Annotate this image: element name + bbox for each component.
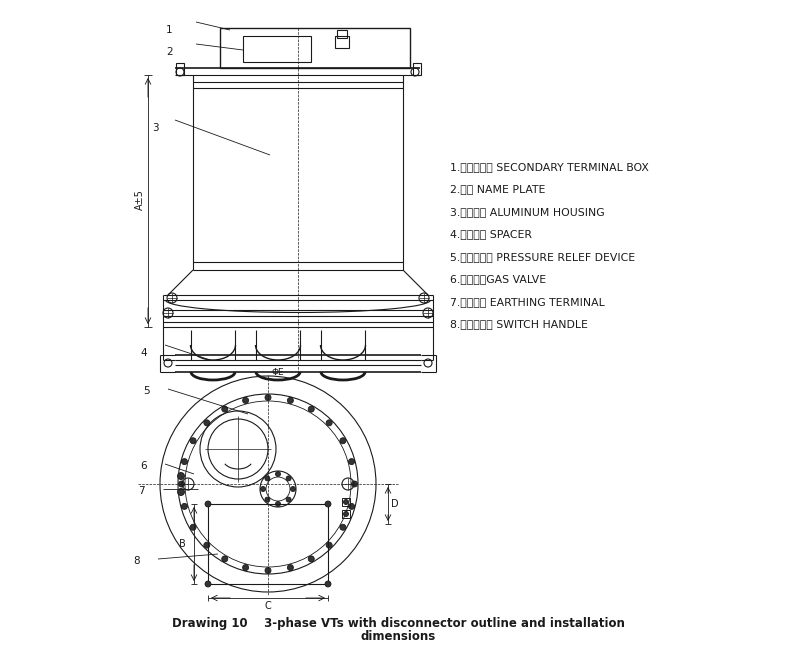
Circle shape: [265, 497, 270, 502]
Circle shape: [308, 406, 314, 412]
Circle shape: [178, 488, 185, 496]
Text: 7.接地端子 EARTHING TERMINAL: 7.接地端子 EARTHING TERMINAL: [450, 297, 605, 307]
Text: 2: 2: [166, 47, 173, 57]
Circle shape: [205, 501, 211, 507]
Text: 2.铭牌 NAME PLATE: 2.铭牌 NAME PLATE: [450, 184, 545, 195]
Circle shape: [325, 581, 331, 587]
Text: 3: 3: [152, 123, 158, 133]
Circle shape: [222, 556, 228, 562]
Bar: [337, 30, 347, 38]
Circle shape: [326, 542, 332, 548]
Circle shape: [275, 501, 280, 507]
Circle shape: [178, 481, 185, 487]
Bar: [342, 510, 350, 518]
Circle shape: [181, 503, 187, 509]
Bar: [208, 504, 328, 584]
Circle shape: [326, 420, 332, 426]
Bar: [220, 28, 410, 68]
Bar: [243, 36, 311, 62]
Text: 8: 8: [133, 556, 139, 566]
Circle shape: [190, 438, 196, 444]
Circle shape: [205, 581, 211, 587]
Circle shape: [265, 395, 271, 400]
Circle shape: [291, 487, 295, 492]
Circle shape: [204, 420, 210, 426]
Circle shape: [286, 497, 291, 502]
Circle shape: [287, 397, 294, 404]
Circle shape: [181, 459, 187, 465]
Text: 5.压力释放阀 PRESSURE RELEF DEVICE: 5.压力释放阀 PRESSURE RELEF DEVICE: [450, 252, 635, 262]
Circle shape: [265, 476, 270, 481]
Circle shape: [243, 397, 248, 404]
Circle shape: [275, 472, 280, 476]
Bar: [342, 498, 350, 506]
Text: ΦE: ΦE: [272, 368, 285, 377]
Circle shape: [178, 472, 185, 479]
Circle shape: [222, 406, 228, 412]
Text: 4: 4: [140, 348, 146, 358]
Text: 8.开关控制杆 SWITCH HANDLE: 8.开关控制杆 SWITCH HANDLE: [450, 320, 588, 329]
Circle shape: [265, 567, 271, 573]
Circle shape: [325, 501, 331, 507]
Text: 6: 6: [140, 461, 146, 471]
Circle shape: [340, 438, 346, 444]
Circle shape: [286, 476, 291, 481]
Text: 7: 7: [138, 486, 145, 496]
Circle shape: [352, 481, 357, 487]
Text: 4.绸缘盘子 SPACER: 4.绸缘盘子 SPACER: [450, 230, 532, 239]
Text: 5: 5: [143, 386, 150, 396]
Circle shape: [308, 556, 314, 562]
Text: D: D: [391, 499, 399, 509]
Circle shape: [190, 524, 196, 531]
Circle shape: [349, 503, 354, 509]
Circle shape: [204, 542, 210, 548]
Text: Drawing 10    3-phase VTs with disconnector outline and installation: Drawing 10 3-phase VTs with disconnector…: [172, 617, 624, 630]
Circle shape: [340, 524, 346, 531]
Text: B: B: [179, 539, 186, 549]
Text: dimensions: dimensions: [361, 630, 435, 643]
Bar: [413, 63, 421, 75]
Bar: [335, 36, 349, 48]
Circle shape: [287, 565, 294, 571]
Text: A±5: A±5: [135, 190, 145, 210]
Circle shape: [344, 499, 349, 505]
Circle shape: [349, 459, 354, 465]
Text: 3.铸铝壳体 ALUMINUM HOUSING: 3.铸铝壳体 ALUMINUM HOUSING: [450, 207, 605, 217]
Text: C: C: [264, 601, 271, 611]
Text: 6.充气阀门GAS VALVE: 6.充气阀门GAS VALVE: [450, 274, 546, 285]
Circle shape: [260, 487, 266, 492]
Text: 1: 1: [166, 25, 173, 35]
Text: 1.二次接线盒 SECONDARY TERMINAL BOX: 1.二次接线盒 SECONDARY TERMINAL BOX: [450, 162, 649, 172]
Bar: [176, 63, 184, 75]
Circle shape: [344, 512, 349, 516]
Circle shape: [243, 565, 248, 571]
